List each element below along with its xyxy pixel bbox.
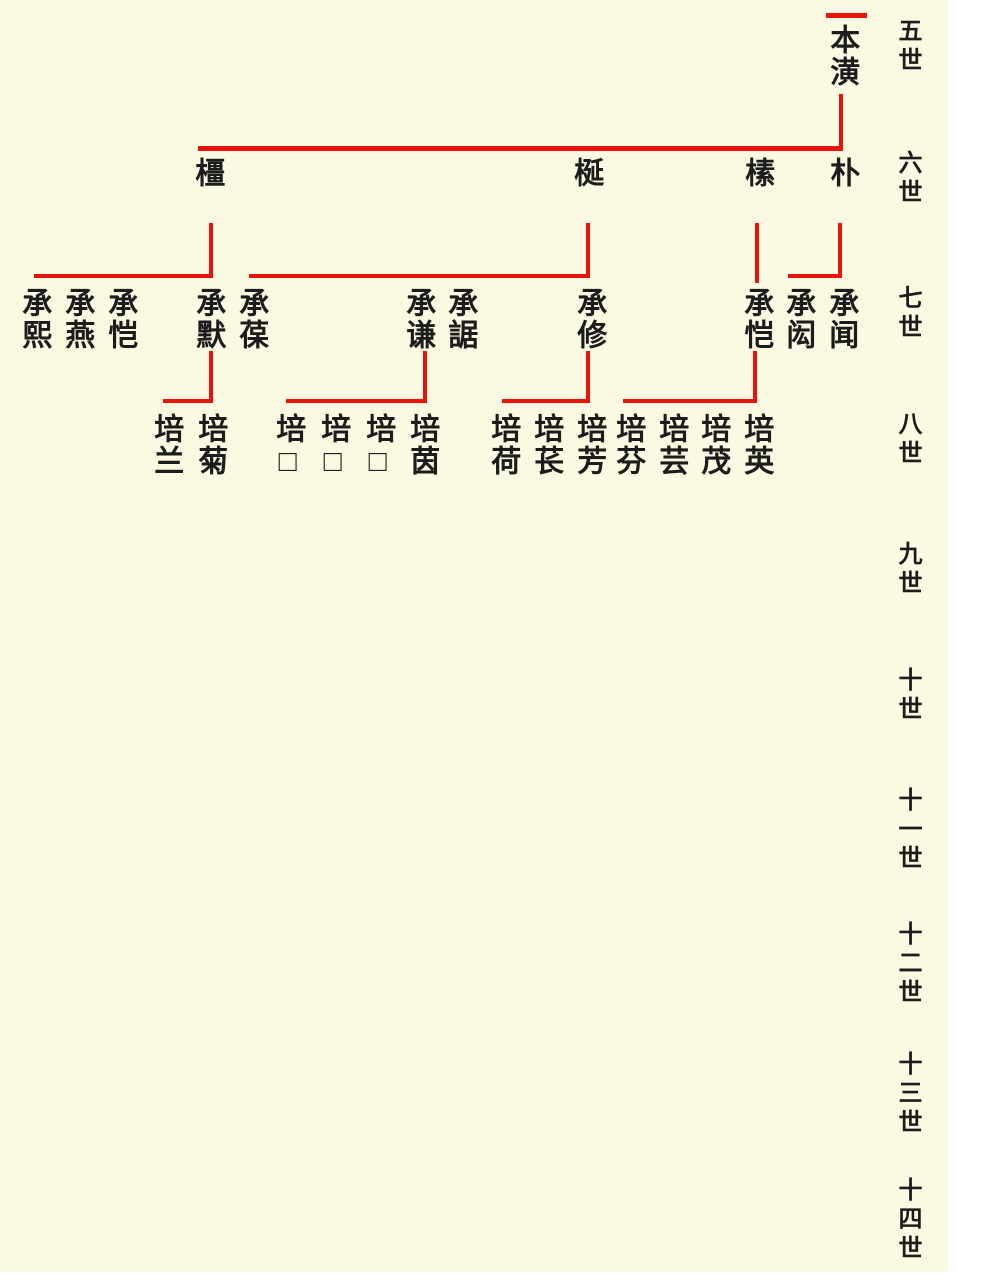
connector-gen7-sibling-bar-jiang <box>34 274 213 278</box>
tree-node-pei-lan: 培兰 <box>149 413 183 477</box>
connector-gen8-sibling-bar-kai <box>623 399 757 403</box>
connector-tick-above-ben-huang <box>826 13 867 18</box>
connector-gen7-sibling-bar-chan <box>249 274 590 278</box>
generation-label-gen-9: 九世 <box>894 541 921 599</box>
generation-label-gen-10: 十世 <box>894 667 921 725</box>
tree-node-pei-fang: 培芳 <box>572 413 606 477</box>
tree-node-pei-yun: 培芸 <box>654 413 688 477</box>
connector-drop-from-pu <box>838 223 842 278</box>
tree-node-pei-blank-3: 培□ <box>361 413 395 480</box>
tree-node-pei-ju: 培菊 <box>193 413 227 477</box>
generation-label-gen-13: 十三世 <box>894 1051 921 1138</box>
tree-node-pei-blank-2: 培□ <box>316 413 350 480</box>
tree-node-pei-mao: 培茂 <box>696 413 730 477</box>
tree-node-cheng-qian: 承谦 <box>401 287 435 351</box>
connector-drop-from-ben-huang <box>839 94 843 148</box>
connector-gen6-sibling-bar <box>198 146 843 151</box>
connector-drop-from-cheng-mo <box>209 351 213 403</box>
tree-node-pei-he: 培荷 <box>486 413 520 477</box>
tree-node-ben-huang: 本潢 <box>825 24 859 88</box>
bottom-margin-strip <box>0 1272 985 1280</box>
generation-label-gen-11: 十一世 <box>894 787 921 874</box>
connector-drop-from-su <box>755 223 759 283</box>
generation-label-gen-6: 六世 <box>894 150 921 208</box>
generation-label-gen-12: 十二世 <box>894 921 921 1008</box>
connector-drop-from-jiang <box>209 223 213 278</box>
tree-node-cheng-mo: 承默 <box>191 287 225 351</box>
connector-drop-from-cheng-kai-2 <box>753 351 757 403</box>
connector-gen8-sibling-bar-mo <box>163 399 213 403</box>
connector-gen7-sibling-bar-pu <box>788 274 842 278</box>
tree-node-cheng-kai-2: 承恺 <box>739 287 773 351</box>
tree-node-pei-fen: 培芬 <box>611 413 645 477</box>
tree-node-pei-blank-1: 培□ <box>271 413 305 480</box>
connector-gen8-sibling-bar-xiu <box>502 399 590 403</box>
tree-node-pei-ying: 培英 <box>739 413 773 477</box>
tree-node-cheng-xiu: 承修 <box>572 287 606 351</box>
tree-node-pu: 朴 <box>825 157 859 189</box>
connector-drop-from-chan <box>586 223 590 278</box>
tree-node-cheng-kai-1: 承恺 <box>103 287 137 351</box>
tree-node-jiang: 橿 <box>190 157 224 189</box>
generation-label-gen-7: 七世 <box>894 285 921 343</box>
connector-drop-from-cheng-xiu <box>586 351 590 403</box>
right-margin-strip <box>948 0 985 1280</box>
connector-gen8-sibling-bar-qian <box>286 399 427 403</box>
tree-node-cheng-ju: 承䛯 <box>443 287 477 351</box>
generation-label-gen-5: 五世 <box>894 18 921 76</box>
tree-node-cheng-yan: 承燕 <box>60 287 94 351</box>
tree-node-pei-yin: 培茵 <box>405 413 439 477</box>
connector-drop-from-cheng-qian <box>423 351 427 403</box>
tree-node-cheng-wen: 承闻 <box>824 287 858 351</box>
tree-node-su: 榡 <box>740 157 774 189</box>
tree-node-cheng-xi: 承熙 <box>17 287 51 351</box>
generation-label-gen-14: 十四世 <box>894 1177 921 1264</box>
tree-node-chan: 梴 <box>569 157 603 189</box>
tree-node-pei-chang: 培苌 <box>529 413 563 477</box>
tree-node-cheng-bao: 承葆 <box>234 287 268 351</box>
generation-label-gen-8: 八世 <box>894 411 921 469</box>
tree-node-cheng-hong: 承闳 <box>781 287 815 351</box>
